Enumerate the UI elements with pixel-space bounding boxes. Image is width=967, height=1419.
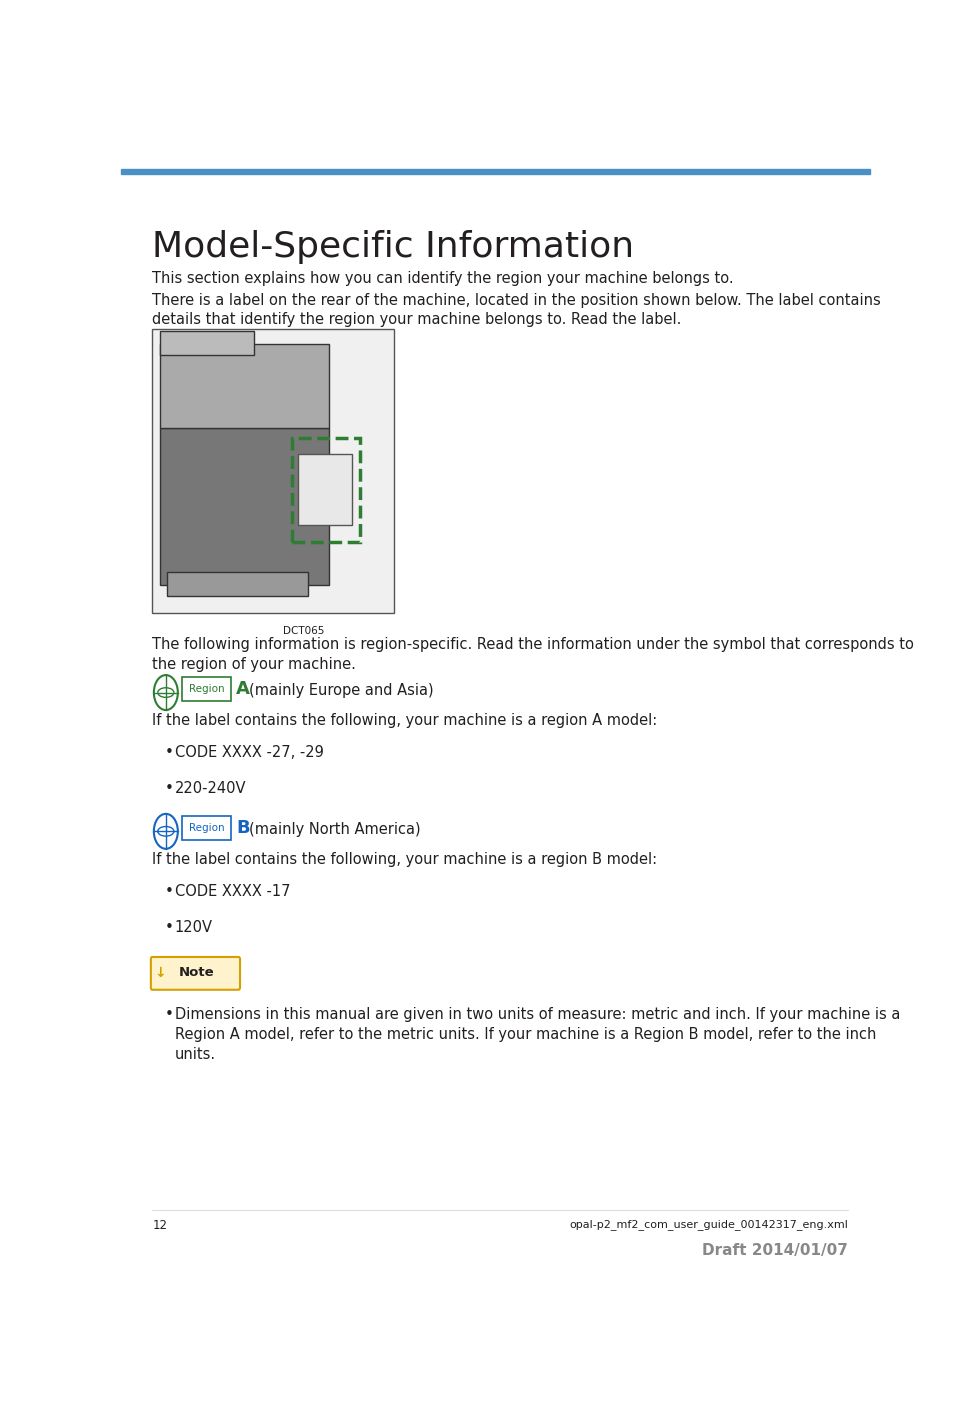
Bar [183,677,231,701]
Text: Model-Specific Information: Model-Specific Information [153,230,634,264]
Text: ↓: ↓ [155,966,166,981]
Text: Draft 2014/01/07: Draft 2014/01/07 [702,1243,848,1259]
Text: CODE XXXX -17: CODE XXXX -17 [175,884,290,898]
FancyBboxPatch shape [151,956,240,990]
Bar [121,169,870,175]
Bar [160,429,329,586]
Text: B: B [236,819,249,837]
Bar [167,572,308,596]
Text: Dimensions in this manual are given in two units of measure: metric and inch. If: Dimensions in this manual are given in t… [175,1007,900,1061]
Text: The following information is region-specific. Read the information under the sym: The following information is region-spec… [153,637,914,671]
Text: If the label contains the following, your machine is a region B model:: If the label contains the following, you… [153,851,658,867]
Text: •: • [164,780,173,796]
Text: 220-240V: 220-240V [175,780,247,796]
Bar [153,329,395,613]
Text: opal-p2_mf2_com_user_guide_00142317_eng.xml: opal-p2_mf2_com_user_guide_00142317_eng.… [569,1219,848,1230]
Text: •: • [164,1007,173,1022]
Text: 120V: 120V [175,920,213,935]
Text: Region: Region [189,823,224,833]
Text: If the label contains the following, your machine is a region A model:: If the label contains the following, you… [153,714,658,728]
Text: •: • [164,920,173,935]
Text: DCT065: DCT065 [282,626,324,636]
Text: 12: 12 [153,1219,167,1232]
Bar [160,345,329,429]
Text: This section explains how you can identify the region your machine belongs to.: This section explains how you can identi… [153,271,734,285]
Bar [160,331,253,355]
Text: •: • [164,884,173,898]
Text: CODE XXXX -27, -29: CODE XXXX -27, -29 [175,745,324,761]
Bar [292,438,360,542]
Text: •: • [164,745,173,761]
FancyBboxPatch shape [298,454,352,525]
Text: Region: Region [189,684,224,694]
Text: A: A [236,680,250,698]
Bar [183,816,231,840]
Text: (mainly Europe and Asia): (mainly Europe and Asia) [249,683,433,698]
Text: Note: Note [179,966,215,979]
Text: There is a label on the rear of the machine, located in the position shown below: There is a label on the rear of the mach… [153,292,881,328]
Text: (mainly North America): (mainly North America) [249,822,421,837]
